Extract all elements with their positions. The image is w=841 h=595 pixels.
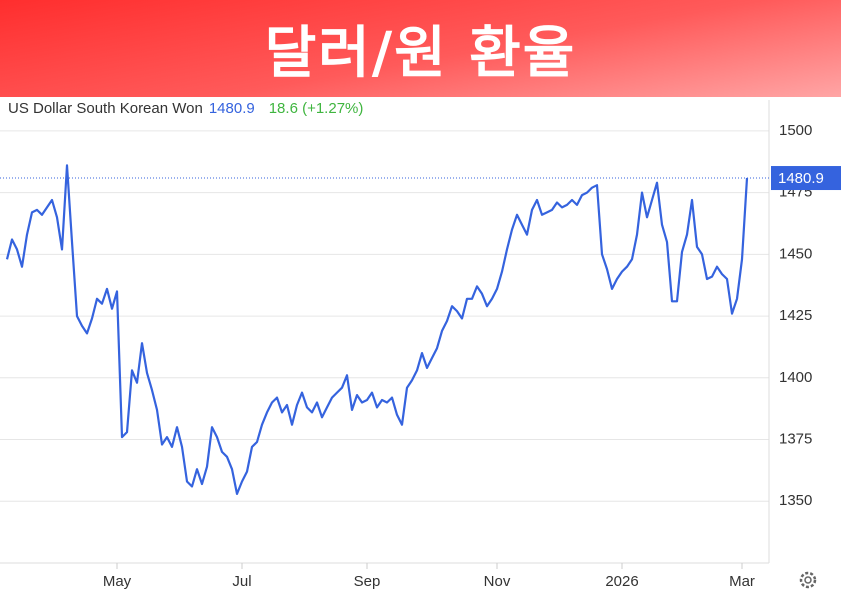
- legend-change: 18.6 (+1.27%): [269, 100, 364, 117]
- x-tick-label: Mar: [729, 573, 755, 590]
- legend: US Dollar South Korean Won 1480.9 18.6 (+1…: [8, 100, 363, 117]
- last-value-label: 1480.9: [778, 170, 824, 187]
- x-tick-label: May: [103, 573, 132, 590]
- gear-inner: [804, 576, 812, 584]
- title-banner: 달러/원 환율: [0, 0, 841, 97]
- x-tick-label: Nov: [484, 573, 511, 590]
- gear-outer: [799, 571, 817, 589]
- y-tick-label: 1500: [779, 122, 812, 139]
- legend-last-value: 1480.9: [209, 100, 255, 117]
- legend-name: US Dollar South Korean Won: [8, 100, 203, 117]
- x-tick-label: Sep: [354, 573, 381, 590]
- x-tick-label: Jul: [232, 573, 251, 590]
- price-line: [5, 164, 749, 495]
- y-tick-label: 1375: [779, 431, 812, 448]
- y-tick-label: 1450: [779, 245, 812, 262]
- settings-icon[interactable]: [799, 571, 817, 589]
- y-tick-label: 1400: [779, 369, 812, 386]
- y-tick-label: 1350: [779, 492, 812, 509]
- x-tick-label: 2026: [605, 573, 638, 590]
- y-tick-label: 1425: [779, 307, 812, 324]
- chart-title: 달러/원 환율: [264, 21, 577, 86]
- last-value-box: [771, 166, 841, 191]
